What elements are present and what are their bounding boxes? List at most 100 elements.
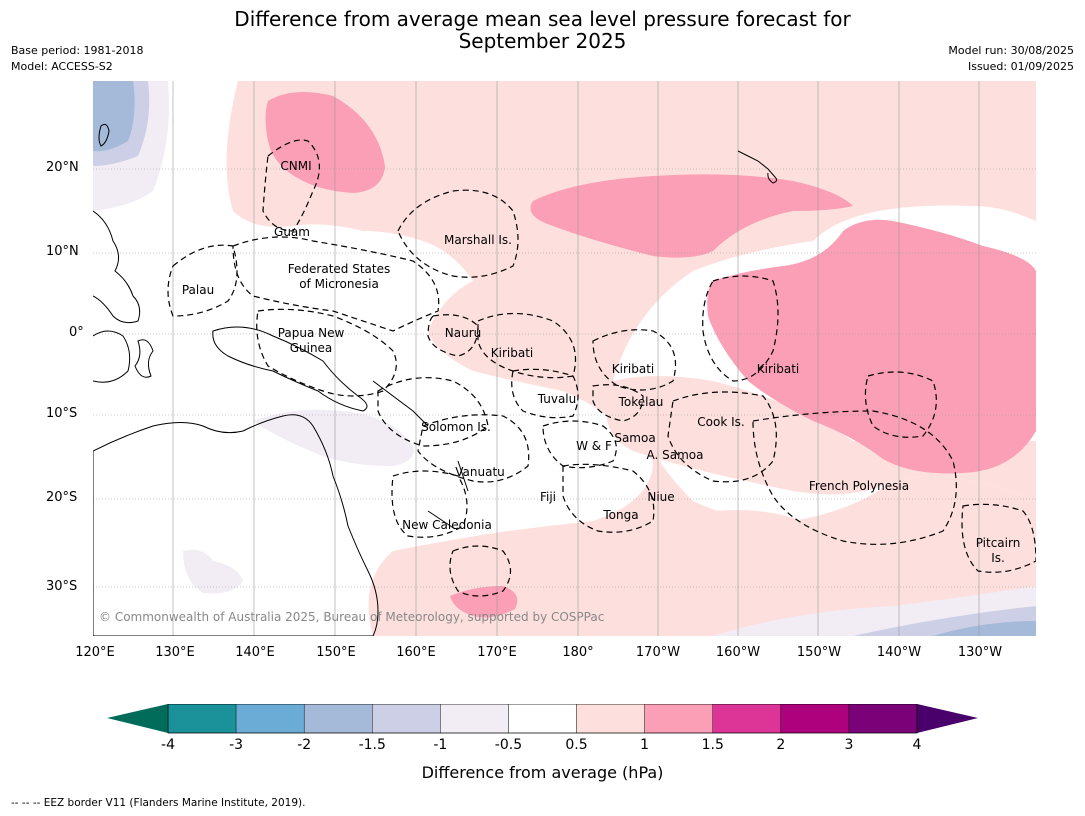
place-label-palau: Palau xyxy=(181,283,215,297)
colorbar-tick-label: -4 xyxy=(161,737,175,753)
title-line-1: Difference from average mean sea level p… xyxy=(234,7,851,31)
place-label-fsm-line1: Federated States xyxy=(287,262,391,276)
colorbar-cell xyxy=(440,704,509,734)
eez-samoa-wf xyxy=(542,420,617,469)
colorbar-cells xyxy=(167,704,918,734)
eez-cnmi xyxy=(262,139,320,232)
lat-label-10s: 10°S xyxy=(46,406,78,421)
lon-label-170e: 170°E xyxy=(477,645,517,660)
lon-label-140e: 140°E xyxy=(235,645,275,660)
colorbar-tick-label: 3 xyxy=(844,737,854,753)
colorbar-tick-label: -2 xyxy=(297,737,312,753)
colorbar-tick-label: -1.5 xyxy=(358,737,386,753)
anomaly-lavender-coral-sea xyxy=(253,409,414,466)
coast-sulawesi xyxy=(134,339,154,378)
colorbar-cell xyxy=(712,704,782,734)
colorbar-cell xyxy=(848,704,918,734)
colorbar-cell xyxy=(780,704,850,734)
eez-norfolk xyxy=(449,545,512,597)
place-label-fsm-line2: of Micronesia xyxy=(299,277,379,291)
colorbar-cell xyxy=(372,704,441,734)
colorbar-cell xyxy=(644,704,713,734)
lon-label-130w: 130°W xyxy=(957,645,1003,660)
place-label-guam: Guam xyxy=(274,225,310,239)
coastlines xyxy=(93,123,778,636)
colorbar xyxy=(107,704,978,734)
colorbar-tick-label: -3 xyxy=(229,737,244,753)
coast-hawaii xyxy=(737,150,778,184)
place-label-tokelau: Tokelau xyxy=(618,395,664,409)
anomaly-pink-north-west xyxy=(265,92,385,193)
eez-nauru xyxy=(427,314,479,357)
eez-footnote: -- -- -- EEZ border V11 (Flanders Marine… xyxy=(11,797,306,809)
place-label-tonga: Tonga xyxy=(603,508,639,522)
meta-right: Model run: 30/08/2025 Issued: 01/09/2025 xyxy=(948,43,1074,75)
lon-label-180: 180° xyxy=(562,645,594,660)
anomaly-blue-north-west xyxy=(93,81,135,152)
place-label-nauru: Nauru xyxy=(444,326,482,340)
colorbar-tick-label: -1 xyxy=(433,737,448,753)
coast-borneo xyxy=(93,330,131,383)
eez-pitcairn xyxy=(961,503,1036,573)
colorbar-low-extend xyxy=(107,704,168,733)
title-line-2: September 2025 xyxy=(458,29,627,53)
place-label-cnmi: CNMI xyxy=(280,159,312,173)
lat-label-10n: 10°N xyxy=(46,244,79,259)
coast-taiwan xyxy=(98,123,110,147)
eez-solomon xyxy=(377,377,489,447)
lon-label-150w: 150°W xyxy=(796,645,842,660)
colorbar-tick-label: 0.5 xyxy=(565,737,588,753)
lon-label-160e: 160°E xyxy=(396,645,436,660)
colorbar-cell xyxy=(235,704,305,734)
lon-label-140w: 140°W xyxy=(876,645,922,660)
map-panel xyxy=(93,81,1036,636)
anomaly-lavender-southwest xyxy=(183,549,243,594)
eez-tuvalu xyxy=(511,368,579,419)
eez-new-caledonia xyxy=(391,470,468,538)
place-label-pitcairn-line2: Is. xyxy=(991,551,1005,565)
anomaly-pink-east xyxy=(707,219,1036,474)
eez-fsm xyxy=(232,236,440,332)
eez-png xyxy=(256,308,397,397)
place-label-vanuatu: Vanuatu xyxy=(455,465,505,479)
colorbar-tick-label: 1.5 xyxy=(701,737,724,753)
eez-borders xyxy=(167,139,1036,597)
eez-cook xyxy=(667,391,777,483)
lat-label-20n: 20°N xyxy=(46,160,79,175)
eez-vanuatu-fiji xyxy=(417,414,530,483)
lon-label-160w: 160°W xyxy=(715,645,761,660)
place-label-marshall: Marshall Is. xyxy=(444,233,512,247)
coast-australia xyxy=(93,414,379,636)
colorbar-label: Difference from average (hPa) xyxy=(421,763,664,782)
model-name: Model: ACCESS-S2 xyxy=(11,60,113,73)
place-label-fiji: Fiji xyxy=(539,490,557,504)
coast-new-guinea xyxy=(212,326,368,412)
colorbar-tick-label: 2 xyxy=(776,737,786,753)
copyright-notice: © Commonwealth of Australia 2025, Bureau… xyxy=(99,610,605,624)
issued-date: Issued: 01/09/2025 xyxy=(967,60,1074,73)
base-period: Base period: 1981-2018 xyxy=(11,44,144,57)
coast-new-caledonia xyxy=(427,510,456,530)
colorbar-tick-label: 1 xyxy=(640,737,650,753)
anomaly-blue-south-east xyxy=(933,621,1036,636)
lon-label-150e: 150°E xyxy=(316,645,356,660)
eez-tokelau xyxy=(592,384,644,422)
colorbar-cell xyxy=(508,704,577,734)
place-label-png-line1: Papua New xyxy=(277,326,345,340)
coast-vanuatu xyxy=(457,460,469,492)
place-label-kiribati-west: Kiribati xyxy=(490,346,534,360)
colorbar-frame xyxy=(167,704,918,734)
place-label-png-line2: Guinea xyxy=(289,341,333,355)
anomaly-pink-north-central xyxy=(530,174,853,258)
eez-french-polynesia xyxy=(752,410,957,545)
meta-left: Base period: 1981-2018 Model: ACCESS-S2 xyxy=(11,43,143,75)
place-label-french-polynesia: French Polynesia xyxy=(808,479,910,493)
place-label-niue: Niue xyxy=(647,490,675,504)
colorbar-tick-label: -0.5 xyxy=(494,737,523,753)
eez-marquesas xyxy=(864,371,937,438)
lat-label-30s: 30°S xyxy=(46,579,78,594)
coast-philippines xyxy=(93,210,141,324)
colorbar-high-extend xyxy=(917,704,978,733)
colorbar-tick-label: 4 xyxy=(912,737,922,753)
lon-label-170w: 170°W xyxy=(635,645,681,660)
